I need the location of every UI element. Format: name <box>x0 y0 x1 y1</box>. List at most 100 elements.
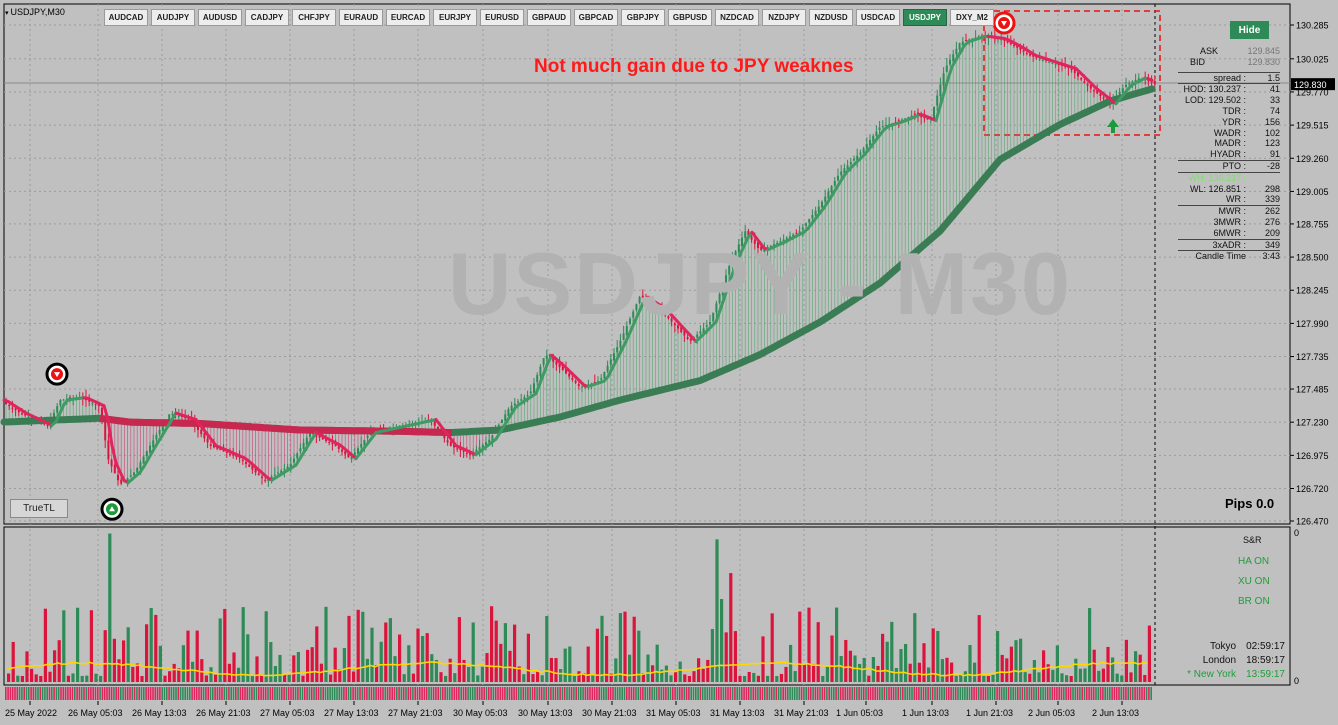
volume-bar <box>931 628 935 682</box>
trend-strip-bar <box>690 687 692 700</box>
trend-strip-bar <box>998 687 1001 700</box>
trend-strip-bar <box>1012 687 1014 700</box>
volume-bar <box>43 608 47 682</box>
symbol-button-nzdusd[interactable]: NZDUSD <box>809 9 853 26</box>
candle-body <box>949 59 951 65</box>
candle-body <box>238 457 241 459</box>
y-tick-label: 128.245 <box>1296 286 1329 296</box>
symbol-button-dxy_m2[interactable]: DXY_M2 <box>950 9 994 26</box>
symbol-button-audcad[interactable]: AUDCAD <box>104 9 148 26</box>
candle-body <box>469 452 471 455</box>
volume-bar <box>701 668 705 682</box>
volume-bar <box>687 675 691 682</box>
symbol-button-chfjpy[interactable]: CHFJPY <box>292 9 336 26</box>
trend-strip-bar <box>718 687 720 700</box>
candle-body <box>251 465 254 470</box>
symbol-button-gbpjpy[interactable]: GBPJPY <box>621 9 665 26</box>
symbol-button-usdjpy[interactable]: USDJPY <box>903 9 947 26</box>
candle-body <box>789 236 791 239</box>
trend-strip-bar <box>483 687 485 700</box>
volume-bar <box>1065 675 1069 682</box>
stats-panel: ASK 129.845 BID 129.830 spread :1.5 HOD: … <box>1178 46 1280 262</box>
candle-body <box>734 251 737 259</box>
trend-strip-bar <box>76 687 78 700</box>
x-tick-label: 27 May 21:03 <box>388 708 443 718</box>
trend-strip-bar <box>156 687 159 700</box>
trend-strip-bar <box>711 687 713 700</box>
trend-strip-bar <box>207 687 209 700</box>
candle-body <box>299 448 302 452</box>
candle-body <box>750 236 753 240</box>
trend-strip-bar <box>676 687 679 700</box>
trend-strip-bar <box>143 687 145 700</box>
trend-strip-bar <box>573 687 575 700</box>
trend-strip-bar <box>908 687 911 700</box>
fast-ma-segment <box>730 262 738 277</box>
volume-bar <box>1138 654 1142 682</box>
symbol-button-nzdjpy[interactable]: NZDJPY <box>762 9 806 26</box>
trend-strip-bar <box>1102 687 1104 700</box>
volume-bar <box>738 675 742 682</box>
candle-body <box>433 420 436 426</box>
truetl-button[interactable]: TrueTL <box>10 499 68 518</box>
volume-bar <box>1129 672 1133 682</box>
volume-bar <box>623 611 627 682</box>
candle-body <box>683 330 686 336</box>
trend-strip-bar <box>267 687 269 700</box>
trend-strip-bar <box>430 687 433 700</box>
candle-body <box>302 442 305 449</box>
symbol-button-audusd[interactable]: AUDUSD <box>198 9 242 26</box>
volume-bar <box>660 669 664 682</box>
trend-strip-bar <box>1046 687 1049 700</box>
candle-body <box>779 241 782 243</box>
bid-value: 129.830 <box>1247 56 1280 67</box>
trend-strip-bar <box>1005 687 1008 700</box>
symbol-button-euraud[interactable]: EURAUD <box>339 9 383 26</box>
trend-strip-bar <box>460 687 462 700</box>
symbol-button-eurcad[interactable]: EURCAD <box>386 9 430 26</box>
sub-histogram <box>5 533 1152 700</box>
symbol-button-gbpaud[interactable]: GBPAUD <box>527 9 571 26</box>
xu-toggle[interactable]: XU ON <box>1238 576 1270 587</box>
trend-strip-bar <box>481 687 483 700</box>
stat-row: HYADR : 91 <box>1178 149 1280 160</box>
volume-bar <box>669 675 673 682</box>
symbol-button-audjpy[interactable]: AUDJPY <box>151 9 195 26</box>
hide-button[interactable]: Hide <box>1230 21 1269 39</box>
trend-strip-bar <box>630 687 633 700</box>
fast-ma-segment <box>942 77 950 95</box>
ha-toggle[interactable]: HA ON <box>1238 556 1270 567</box>
candle-body <box>27 416 30 418</box>
candle-body <box>1083 81 1086 83</box>
symbol-button-eurusd[interactable]: EURUSD <box>480 9 524 26</box>
br-toggle[interactable]: BR ON <box>1238 596 1270 607</box>
trend-strip-bar <box>695 687 697 700</box>
trend-strip-bar <box>5 687 7 700</box>
volume-bar <box>1023 672 1027 682</box>
symbol-button-gbpusd[interactable]: GBPUSD <box>668 9 712 26</box>
volume-bar <box>1055 645 1059 682</box>
volume-bar <box>177 668 181 682</box>
trend-strip-bar <box>798 687 801 700</box>
volume-bar <box>398 634 402 682</box>
symbol-button-gbpcad[interactable]: GBPCAD <box>574 9 618 26</box>
volume-bar <box>1078 668 1082 682</box>
symbol-button-nzdcad[interactable]: NZDCAD <box>715 9 759 26</box>
candle-body <box>581 386 583 388</box>
trend-strip-bar <box>324 687 327 700</box>
trend-strip-bar <box>899 687 902 700</box>
volume-bar <box>1042 650 1046 682</box>
symbol-button-usdcad[interactable]: USDCAD <box>856 9 900 26</box>
trend-strip-bar <box>1086 687 1088 700</box>
symbol-button-cadjpy[interactable]: CADJPY <box>245 9 289 26</box>
candle-body <box>763 248 766 252</box>
trend-strip-bar <box>274 687 276 700</box>
trend-strip-bar <box>1148 687 1150 700</box>
candle-body <box>485 442 487 446</box>
volume-bar <box>568 646 572 682</box>
candle-body <box>261 476 263 479</box>
x-tick-label: 31 May 13:03 <box>710 708 765 718</box>
volume-bar <box>370 627 374 682</box>
symbol-button-eurjpy[interactable]: EURJPY <box>433 9 477 26</box>
